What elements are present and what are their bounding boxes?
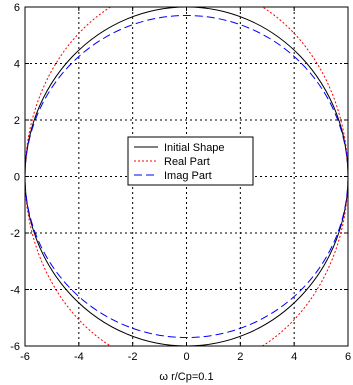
- x-tick-label: 6: [345, 351, 351, 363]
- y-tick-label: 6: [14, 2, 20, 14]
- series-line-3: [25, 15, 348, 338]
- y-tick-label: -2: [10, 228, 20, 240]
- legend-label-1: Initial Shape: [164, 142, 225, 154]
- legend-label-2: Real Part: [164, 156, 210, 168]
- legend-box: [127, 136, 254, 186]
- x-axis-label: ω r/Cp=0.1: [159, 371, 213, 383]
- y-tick-label: 2: [14, 115, 20, 127]
- y-tick-label: -4: [10, 285, 20, 297]
- y-tick-label: 0: [14, 172, 20, 184]
- x-tick-label: 2: [237, 351, 243, 363]
- legend: Initial Shape Real Part Imag Part: [127, 136, 254, 186]
- tick-labels: -6 -4 -2 0 2 4 6 -6 -4 -2 0 2 4 6: [10, 2, 351, 363]
- x-tick-label: 0: [183, 351, 189, 363]
- y-tick-label: 4: [14, 59, 20, 71]
- x-tick-label: -4: [74, 351, 84, 363]
- x-tick-label: -2: [128, 351, 138, 363]
- x-tick-label: 4: [291, 351, 297, 363]
- y-tick-label: -6: [10, 341, 20, 353]
- legend-label-3: Imag Part: [164, 170, 212, 182]
- x-tick-label: -6: [20, 351, 30, 363]
- series-group: [25, 7, 348, 346]
